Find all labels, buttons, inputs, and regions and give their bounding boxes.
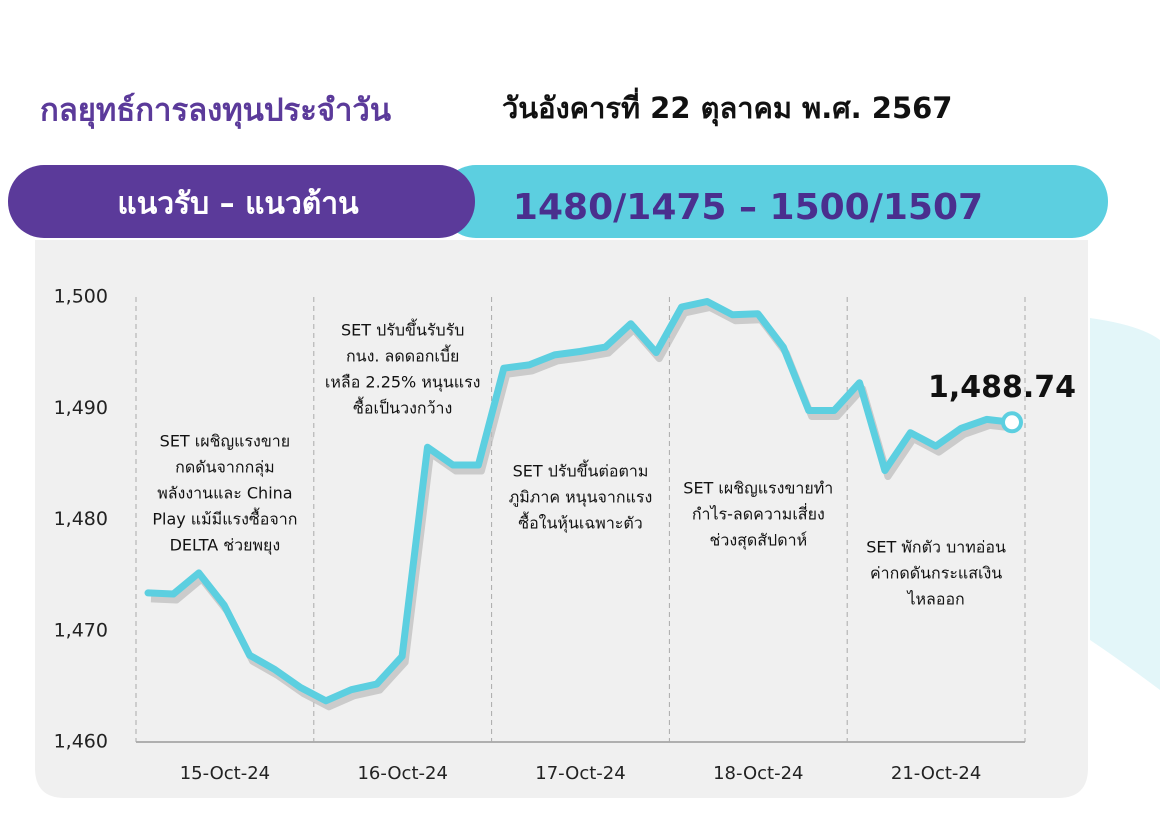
- annotation: กนง. ลดดอกเบี้ย: [346, 345, 460, 366]
- annotation: ไหลออก: [905, 590, 964, 609]
- banner-right: [440, 165, 1108, 238]
- banner-left: [8, 165, 475, 238]
- annotation: SET พักตัว บาทอ่อน: [866, 538, 1006, 557]
- end-marker: [1001, 411, 1023, 434]
- y-tick-label: 1,480: [54, 508, 108, 530]
- annotation: SET เผชิญแรงขาย: [160, 432, 290, 451]
- banner-label: แนวรับ – แนวต้าน: [117, 187, 359, 222]
- annotation: DELTA ช่วยพยุง: [170, 536, 281, 556]
- annotation: กดดันจากกลุ่ม: [175, 458, 275, 478]
- line: [144, 298, 1016, 705]
- y-tick-label: 1,470: [54, 619, 108, 641]
- x-tick-label: 17-Oct-24: [535, 763, 625, 784]
- decor: [1090, 318, 1160, 690]
- end-label: 1,488.74: [928, 370, 1076, 405]
- y-tick-label: 1,490: [54, 397, 108, 419]
- annotation: กำไร-ลดความเสี่ยง: [692, 503, 825, 524]
- annotation: SET ปรับขึ้นรับรับ: [341, 319, 464, 340]
- annotation: ซื้อในหุ้นเฉพาะตัว: [518, 512, 643, 534]
- title: กลยุทธ์การลงทุนประจำวัน: [40, 93, 391, 130]
- x-tick-label: 21-Oct-24: [891, 763, 981, 784]
- annotation: ภูมิภาค หนุนจากแรง: [509, 488, 653, 508]
- annotation: ช่วงสุดสัปดาห์: [709, 531, 807, 551]
- chart-panel: [35, 240, 1088, 798]
- banner-value: 1480/1475 – 1500/1507: [513, 187, 983, 228]
- annotation: ซื้อเป็นวงกว้าง: [353, 397, 452, 418]
- annotation: SET เผชิญแรงขายทำ: [683, 479, 833, 498]
- annotation: Play แม้มีแรงซื้อจาก: [152, 508, 297, 529]
- annotation: เหลือ 2.25% หนุนแรง: [325, 373, 481, 393]
- subtitle: วันอังคารที่ 22 ตุลาคม พ.ศ. 2567: [502, 87, 952, 126]
- x-tick-label: 15-Oct-24: [180, 763, 270, 784]
- y-tick-label: 1,460: [54, 731, 108, 753]
- annotation: พลังงานและ China: [157, 484, 292, 503]
- annotation: ค่ากดดันกระแสเงิน: [870, 564, 1002, 583]
- plot: 1,460 1,470 1,480 1,490 1,500 15-Oct-24 16-Oct…: [54, 286, 1076, 785]
- annotation: SET ปรับขึ้นต่อตาม: [513, 460, 649, 481]
- x-tick-label: 18-Oct-24: [713, 763, 803, 784]
- y-tick-label: 1,500: [54, 286, 108, 308]
- x-tick-label: 16-Oct-24: [357, 763, 447, 784]
